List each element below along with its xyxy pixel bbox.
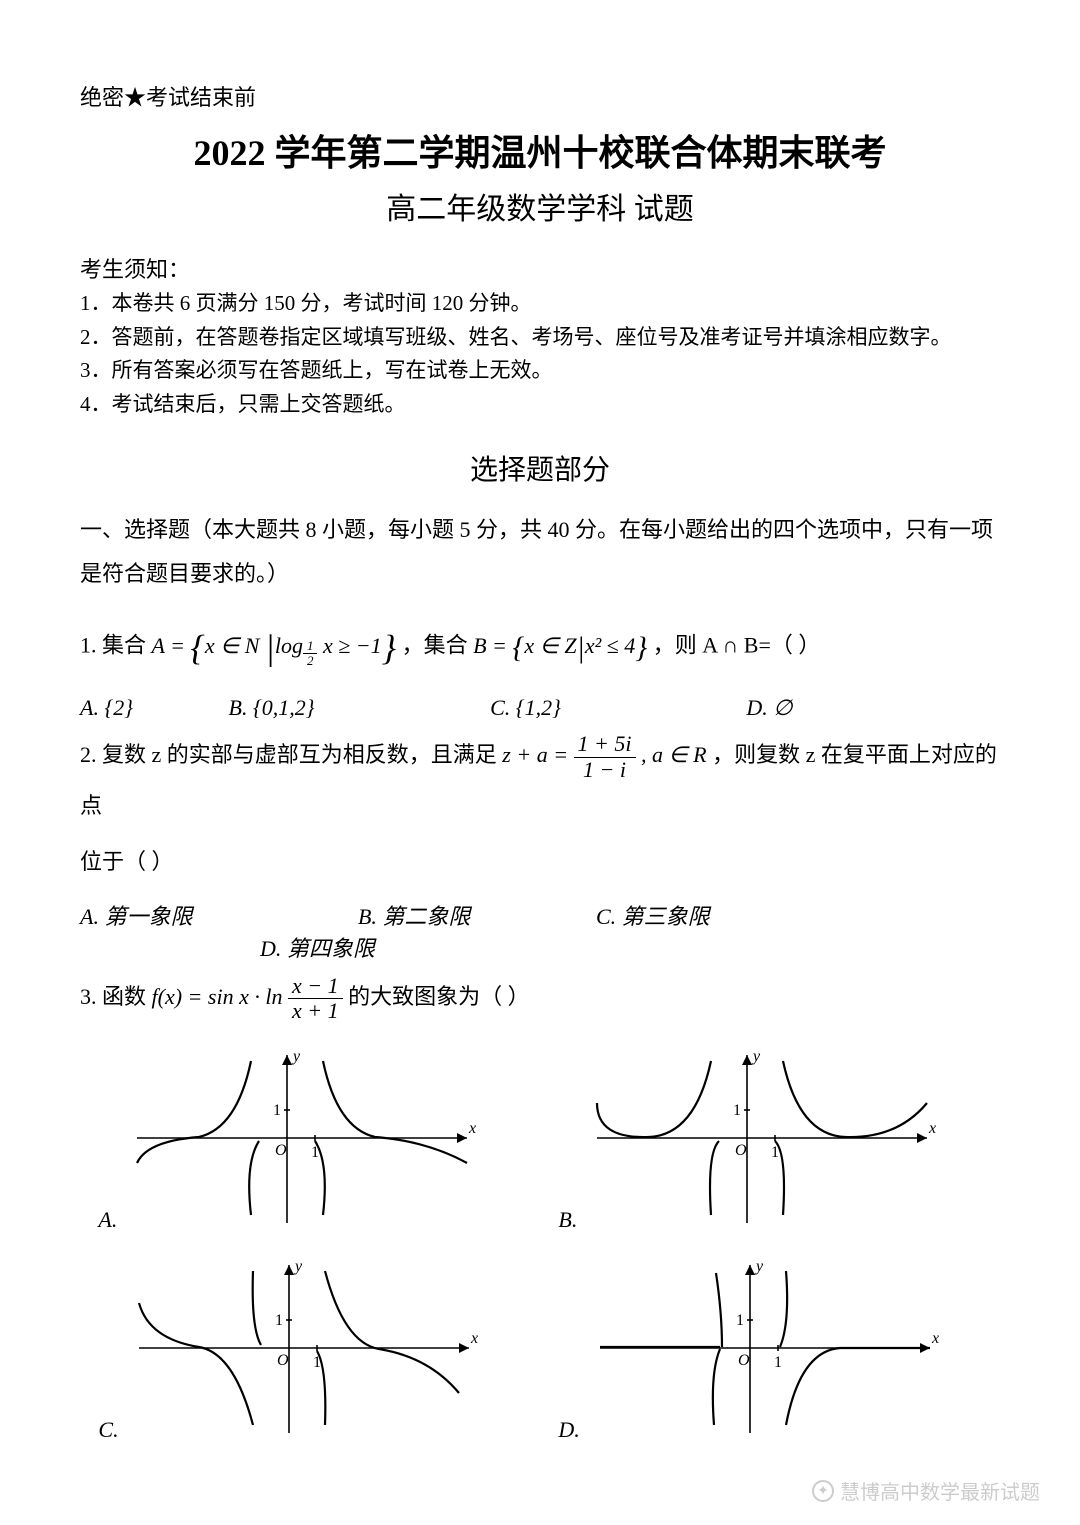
svg-text:1: 1 — [733, 1102, 741, 1119]
q3-func-expr: f(x) = sin x · ln — [152, 984, 283, 1009]
wechat-icon: ✦ — [812, 1480, 834, 1502]
watermark-text: 慧博高中数学最新试题 — [840, 1476, 1040, 1505]
q1-set-a-cond1: x ∈ N — [205, 633, 260, 658]
q1-log-arg: x ≥ −1 — [317, 633, 381, 658]
q2-pre: 2. 复数 z 的实部与虚部互为相反数，且满足 — [80, 742, 502, 767]
q3-graph-d-cell: D. O y x 1 1 — [558, 1253, 981, 1443]
q3-opt-c-label: C. — [98, 1417, 118, 1443]
q2-rhs: , a ∈ R — [641, 742, 707, 767]
section-instruction: 一、选择题（本大题共 8 小题，每小题 5 分，共 40 分。在每小题给出的四个… — [80, 508, 1000, 596]
q2-opt-d: D. 第四象限 — [260, 931, 375, 963]
confidential-notice: 绝密★考试结束前 — [80, 80, 1000, 112]
svg-text:x: x — [928, 1120, 936, 1137]
q2-post2-line: 位于（ ） — [80, 838, 1000, 886]
q3-graph-b-cell: B. O y x 1 1 — [558, 1043, 981, 1233]
q3-graph-c-cell: C. O y x 1 1 — [98, 1253, 521, 1443]
svg-text:O: O — [275, 1142, 287, 1159]
watermark: ✦ 慧博高中数学最新试题 — [812, 1476, 1040, 1505]
q1-set-b: B = {x ∈ Z|x² ≤ 4} — [473, 633, 653, 658]
q2-lhs: z + a = — [502, 742, 573, 767]
notice-item-2: 2．答题前，在答题卷指定区域填写班级、姓名、考场号、座位号及准考证号并填涂相应数… — [80, 322, 1000, 354]
q2-eq: z + a = 1 + 5i1 − i , a ∈ R — [502, 742, 712, 767]
question-2: 2. 复数 z 的实部与虚部互为相反数，且满足 z + a = 1 + 5i1 … — [80, 731, 1000, 830]
q3-graphs-row-2: C. O y x 1 1 D. O y x — [80, 1253, 1000, 1443]
q3-frac-num: x − 1 — [288, 974, 343, 999]
q3-graph-c: O y x 1 1 — [129, 1253, 489, 1443]
svg-text:x: x — [931, 1330, 939, 1347]
q1-opt-d: D. ∅ — [746, 695, 792, 721]
q3-graph-b: O y x 1 1 — [587, 1043, 947, 1233]
q1-opt-b: B. {0,1,2} — [229, 695, 315, 721]
q3-graph-a: O y x 1 1 — [127, 1043, 487, 1233]
notice-item-4: 4．考试结束后，只需上交答题纸。 — [80, 389, 1000, 421]
q3-func: f(x) = sin x · ln x − 1x + 1 — [152, 984, 349, 1009]
q3-post: 的大致图象为（ ） — [348, 984, 530, 1009]
q2-opt-a: A. A. 第一象限第一象限 — [80, 899, 192, 931]
svg-text:1: 1 — [273, 1102, 281, 1119]
svg-text:x: x — [470, 1330, 478, 1347]
q2-frac-den: 1 − i — [574, 758, 636, 782]
q1-set-b-cond2: x² ≤ 4 — [585, 633, 635, 658]
svg-text:y: y — [293, 1258, 303, 1275]
q1-log-base-num: 1 — [303, 639, 318, 654]
svg-text:x: x — [468, 1120, 476, 1137]
question-1: 1. 集合 A = {x ∈ N |log12 x ≥ −1} ，集合 B = … — [80, 608, 1000, 687]
q1-mid: ，集合 — [402, 633, 474, 658]
exam-title-sub: 高二年级数学学科 试题 — [80, 184, 1000, 228]
notice-item-3: 3．所有答案必须写在答题纸上，写在试卷上无效。 — [80, 355, 1000, 387]
q2-options: A. A. 第一象限第一象限 B. 第二象限 C. 第三象限 D. 第四象限 — [80, 899, 1000, 963]
q3-opt-d-label: D. — [558, 1417, 579, 1443]
q1-set-a-label: A — [152, 633, 165, 658]
q3-frac-den: x + 1 — [288, 999, 343, 1023]
q3-opt-a-label: A. — [98, 1207, 117, 1233]
q1-set-b-cond1: x ∈ Z — [524, 633, 576, 658]
svg-text:1: 1 — [774, 1354, 782, 1371]
svg-text:y: y — [751, 1048, 761, 1065]
q1-log: log — [275, 633, 303, 658]
q1-log-base-den: 2 — [303, 654, 318, 668]
svg-text:y: y — [754, 1258, 764, 1275]
notice-header: 考生须知： — [80, 252, 1000, 284]
q1-opt-c: C. {1,2} — [490, 695, 561, 721]
q2-opt-b: B. 第二象限 — [358, 899, 470, 931]
q1-set-b-label: B — [473, 633, 486, 658]
q3-graph-a-cell: A. O y x 1 1 — [98, 1043, 521, 1233]
svg-text:O: O — [277, 1352, 289, 1369]
question-3: 3. 函数 f(x) = sin x · ln x − 1x + 1 的大致图象… — [80, 973, 1000, 1024]
notice-item-1: 1．本卷共 6 页满分 150 分，考试时间 120 分钟。 — [80, 288, 1000, 320]
q1-opt-a: A. {2} — [80, 695, 133, 721]
q1-prefix: 1. 集合 — [80, 633, 152, 658]
q1-options: A. {2} B. {0,1,2} C. {1,2} D. ∅ — [80, 695, 1000, 721]
q3-graph-d: O y x 1 1 — [590, 1253, 950, 1443]
q3-pre: 3. 函数 — [80, 984, 152, 1009]
section-title: 选择题部分 — [80, 448, 1000, 488]
q2-frac-num: 1 + 5i — [574, 732, 636, 757]
q1-set-a: A = {x ∈ N |log12 x ≥ −1} — [152, 633, 402, 658]
q3-graphs-row-1: A. O y x 1 1 B. O y — [80, 1043, 1000, 1233]
exam-title-main: 2022 学年第二学期温州十校联合体期末联考 — [80, 124, 1000, 176]
q2-opt-c: C. 第三象限 — [596, 899, 710, 931]
svg-text:1: 1 — [275, 1312, 283, 1329]
svg-text:O: O — [738, 1352, 750, 1369]
svg-text:O: O — [735, 1142, 747, 1159]
q1-post: ，则 A ∩ B=（ ） — [653, 633, 821, 658]
svg-text:y: y — [291, 1048, 301, 1065]
q3-opt-b-label: B. — [558, 1207, 577, 1233]
